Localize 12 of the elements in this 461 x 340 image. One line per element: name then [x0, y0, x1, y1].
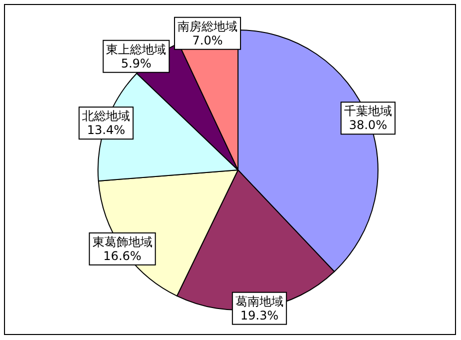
- data-label: 16.6%: [103, 248, 142, 263]
- slice-label: 東葛飾地域: [92, 234, 152, 249]
- slice-label: 南房総地域: [178, 19, 238, 34]
- slice-label: 北総地域: [82, 109, 130, 124]
- slice-label: 東上総地域: [106, 42, 166, 56]
- data-label: 7.0%: [192, 33, 223, 48]
- data-label: 38.0%: [348, 118, 388, 132]
- slice-label: 葛南地域: [235, 294, 284, 308]
- data-label: 19.3%: [240, 308, 278, 322]
- data-label: 13.4%: [87, 123, 126, 138]
- data-label: 5.9%: [120, 56, 152, 70]
- slice-label: 千葉地域: [344, 104, 392, 118]
